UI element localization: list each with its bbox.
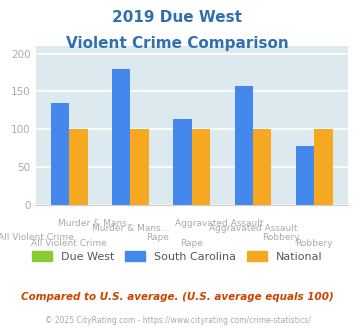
Text: Aggravated Assault: Aggravated Assault [209,224,297,233]
Text: Murder & Mans...: Murder & Mans... [92,224,169,233]
Bar [51,103,69,205]
Text: All Violent Crime: All Violent Crime [31,239,107,248]
Text: © 2025 CityRating.com - https://www.cityrating.com/crime-statistics/: © 2025 CityRating.com - https://www.city… [45,315,310,325]
Text: Violent Crime Comparison: Violent Crime Comparison [66,36,289,51]
Text: Compared to U.S. average. (U.S. average equals 100): Compared to U.S. average. (U.S. average … [21,292,334,302]
Bar [192,129,210,205]
Bar [112,69,130,205]
Text: Robbery: Robbery [262,233,299,242]
Text: Rape: Rape [180,239,203,248]
Text: Rape: Rape [147,233,169,242]
Text: All Violent Crime: All Violent Crime [0,233,73,242]
Bar [253,129,271,205]
Text: Robbery: Robbery [295,239,333,248]
Bar [235,86,253,205]
Bar [314,129,333,205]
Text: Murder & Mans...: Murder & Mans... [58,219,136,228]
Legend: Due West, South Carolina, National: Due West, South Carolina, National [28,247,327,267]
Bar [69,129,88,205]
Bar [173,119,192,205]
Bar [130,129,149,205]
Bar [296,146,314,205]
Text: Aggravated Assault: Aggravated Assault [175,219,263,228]
Text: 2019 Due West: 2019 Due West [113,10,242,25]
